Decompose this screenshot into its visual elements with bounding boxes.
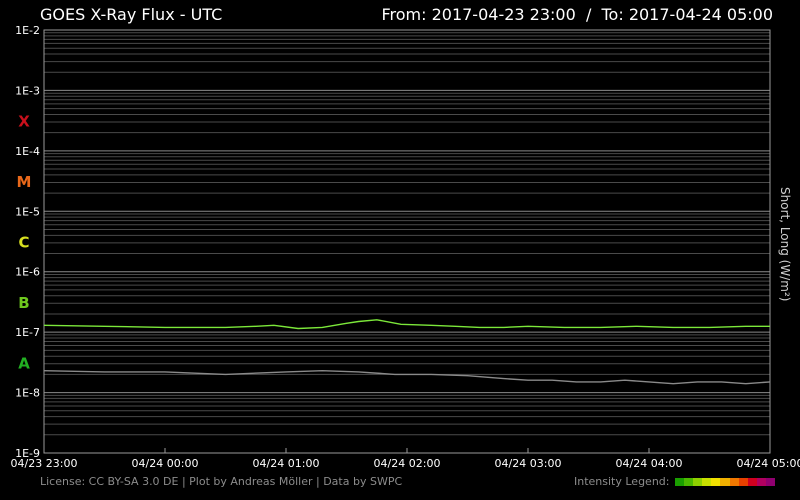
legend-swatch bbox=[756, 478, 766, 486]
flare-class-label: C bbox=[18, 234, 29, 252]
flare-class-labels: X M C B A bbox=[17, 113, 32, 373]
y-axis-tick-labels: 1E-9 1E-8 1E-7 1E-6 1E-5 1E-4 1E-3 1E-2 bbox=[15, 24, 40, 460]
x-axis-tick-labels: 04/23 23:00 04/24 00:00 04/24 01:00 04/24 0… bbox=[11, 448, 800, 470]
y-tick-label: 1E-4 bbox=[15, 145, 40, 158]
flare-class-label: M bbox=[17, 173, 32, 191]
intensity-legend-label: Intensity Legend: bbox=[574, 475, 670, 488]
legend-swatch bbox=[711, 478, 721, 486]
y-tick-label: 1E-5 bbox=[15, 205, 40, 218]
y-axis-label: Short, Long (W/m²) bbox=[778, 187, 792, 301]
grid-lines bbox=[44, 32, 770, 436]
y-tick-label: 1E-8 bbox=[15, 387, 40, 400]
x-tick-label: 04/24 01:00 bbox=[253, 457, 320, 470]
flare-class-label: X bbox=[18, 113, 30, 131]
legend-swatch bbox=[675, 478, 685, 486]
series-lines bbox=[43, 319, 771, 385]
y-tick-label: 1E-7 bbox=[15, 326, 40, 339]
y-tick-label: 1E-3 bbox=[15, 84, 40, 97]
legend-swatch bbox=[747, 478, 757, 486]
intensity-legend-swatches bbox=[675, 478, 776, 486]
x-tick-label: 04/24 02:00 bbox=[374, 457, 441, 470]
series-line-short bbox=[43, 369, 771, 385]
legend-swatch bbox=[720, 478, 730, 486]
x-tick-label: 04/24 05:00 bbox=[737, 457, 800, 470]
x-tick-label: 04/24 04:00 bbox=[616, 457, 683, 470]
y-tick-label: 1E-2 bbox=[15, 24, 40, 37]
x-tick-label: 04/23 23:00 bbox=[11, 457, 78, 470]
legend-swatch bbox=[729, 478, 739, 486]
legend-swatch bbox=[684, 478, 694, 486]
x-tick-label: 04/24 03:00 bbox=[495, 457, 562, 470]
flare-class-label: A bbox=[18, 354, 30, 372]
date-range: From: 2017-04-23 23:00 / To: 2017-04-24 … bbox=[381, 5, 773, 24]
flare-class-label: B bbox=[18, 294, 29, 312]
legend-swatch bbox=[765, 478, 776, 486]
legend-swatch bbox=[693, 478, 703, 486]
series-line-long bbox=[43, 319, 770, 330]
footer-credits: License: CC BY-SA 3.0 DE | Plot by Andre… bbox=[40, 475, 403, 488]
y-tick-label: 1E-6 bbox=[15, 266, 40, 279]
legend-swatch bbox=[702, 478, 712, 486]
chart-title: GOES X-Ray Flux - UTC bbox=[40, 5, 223, 24]
x-tick-label: 04/24 00:00 bbox=[132, 457, 199, 470]
legend-swatch bbox=[738, 478, 748, 486]
y-tick-label: 1E-9 bbox=[15, 447, 40, 460]
